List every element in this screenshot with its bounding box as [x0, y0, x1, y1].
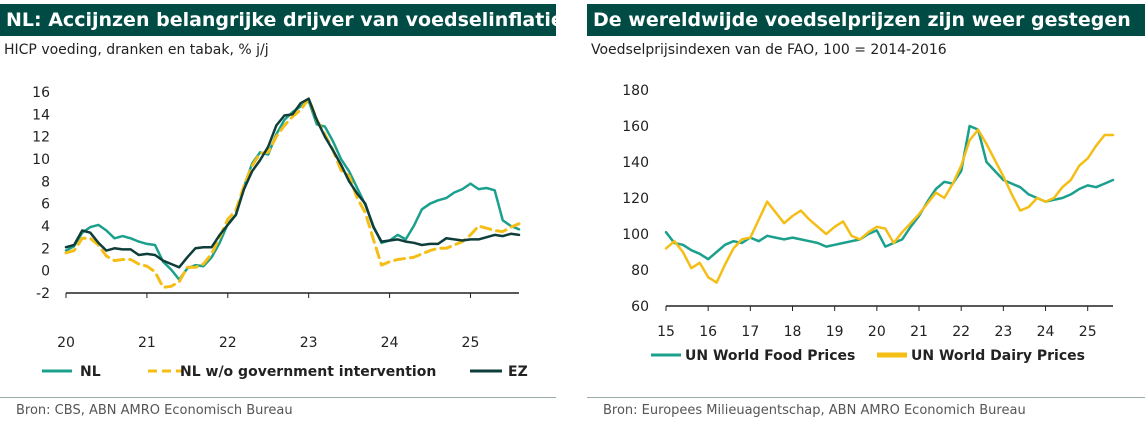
left-legend-label-2: NL w/o government intervention	[180, 364, 436, 380]
right-y-tick-label: 80	[631, 263, 649, 279]
right-y-tick-label: 100	[622, 227, 649, 243]
left-y-tick-label: 10	[32, 152, 50, 168]
right-x-tick-label: 25	[1079, 324, 1097, 340]
left-series-line-2	[64, 97, 521, 289]
left-source-divider	[0, 397, 556, 398]
right-chart-panel: De wereldwijde voedselprijzen zijn weer …	[587, 0, 1145, 425]
left-legend-label-1: NL	[80, 364, 101, 380]
left-chart-source: Bron: CBS, ABN AMRO Economisch Bureau	[16, 403, 293, 418]
right-y-tick-label: 160	[622, 119, 649, 135]
right-legend-label-2: UN World Dairy Prices	[911, 348, 1085, 364]
right-source-divider	[587, 397, 1145, 398]
left-y-tick-label: 6	[41, 197, 50, 213]
left-x-tick-label: 25	[462, 335, 480, 351]
right-y-tick-label: 120	[622, 191, 649, 207]
left-chart-title: NL: Accijnzen belangrijke drijver van vo…	[0, 4, 556, 36]
left-chart-panel: NL: Accijnzen belangrijke drijver van vo…	[0, 0, 556, 425]
left-x-tick-label: 23	[300, 335, 318, 351]
left-x-tick-label: 20	[57, 335, 75, 351]
right-x-tick-label: 23	[994, 324, 1012, 340]
right-series-line-2	[664, 128, 1115, 284]
right-legend-label-1: UN World Food Prices	[685, 348, 855, 364]
right-chart-title: De wereldwijde voedselprijzen zijn weer …	[587, 4, 1145, 36]
right-x-tick-label: 17	[741, 324, 759, 340]
right-x-tick-label: 15	[657, 324, 675, 340]
right-chart-source: Bron: Europees Milieuagentschap, ABN AMR…	[603, 403, 1026, 418]
right-y-tick-label: 60	[631, 299, 649, 315]
left-series-line-3	[64, 97, 521, 269]
left-y-tick-label: 2	[41, 241, 50, 257]
left-y-tick-label: -2	[36, 286, 50, 302]
left-series-line-1	[64, 99, 521, 281]
left-x-tick-label: 24	[381, 335, 399, 351]
left-x-tick-label: 21	[138, 335, 156, 351]
right-x-tick-label: 24	[1037, 324, 1055, 340]
right-x-tick-label: 19	[826, 324, 844, 340]
right-x-tick-label: 20	[868, 324, 886, 340]
right-x-tick-label: 16	[699, 324, 717, 340]
right-chart-svg: 60 80 100 120 140 160 180 15 16 17 18 19 20 21 22 23 24 2…	[622, 83, 1115, 364]
right-x-tick-label: 22	[952, 324, 970, 340]
left-x-tick-label: 22	[219, 335, 237, 351]
left-y-tick-label: 12	[32, 130, 50, 146]
left-y-tick-label: 14	[32, 107, 50, 123]
left-y-tick-label: 16	[32, 85, 50, 101]
left-y-tick-label: 8	[41, 174, 50, 190]
right-x-tick-label: 18	[784, 324, 802, 340]
left-y-tick-label: 0	[41, 264, 50, 280]
right-y-tick-label: 140	[622, 155, 649, 171]
right-x-tick-label: 21	[910, 324, 928, 340]
left-chart-subtitle: HICP voeding, dranken en tabak, % j/j	[4, 42, 269, 58]
left-legend-label-3: EZ	[508, 364, 528, 380]
right-chart-subtitle: Voedselprijsindexen van de FAO, 100 = 20…	[591, 42, 947, 58]
right-series-line-1	[664, 124, 1115, 261]
right-y-tick-label: 180	[622, 83, 649, 99]
left-y-tick-label: 4	[41, 219, 50, 235]
